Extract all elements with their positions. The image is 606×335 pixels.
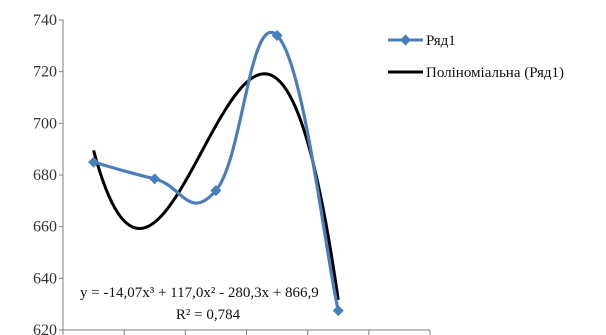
data-point-5 <box>332 305 344 317</box>
legend-label-series: Ряд1 <box>426 33 456 49</box>
y-tick-label: 740 <box>33 12 57 29</box>
data-point-2 <box>149 173 161 185</box>
series-markers <box>88 30 344 317</box>
trend-equation: y = -14,07x³ + 117,0x² - 280,3x + 866,9 <box>80 285 319 301</box>
axes <box>59 19 431 335</box>
y-tick-label: 660 <box>33 219 57 236</box>
legend-series-marker <box>400 34 411 46</box>
y-tick-label: 700 <box>33 115 57 132</box>
data-point-1 <box>88 156 100 168</box>
trend-line <box>92 72 340 301</box>
legend-item-series: Ряд1 <box>388 33 456 49</box>
legend-item-trend: Поліноміальна (Ряд1) <box>388 65 564 81</box>
r-squared: R² = 0,784 <box>176 307 241 323</box>
y-tick-label: 680 <box>33 167 57 184</box>
data-point-4 <box>271 30 283 41</box>
series-line-ряд1 <box>93 30 340 311</box>
y-tick-label: 620 <box>33 322 57 335</box>
y-tick-labels: 620 640 660 680 700 720 740 <box>33 12 57 335</box>
legend-label-trend: Поліноміальна (Ряд1) <box>426 65 564 81</box>
y-tick-label: 640 <box>33 270 57 287</box>
data-point-3 <box>210 185 222 196</box>
y-tick-label: 720 <box>33 64 57 81</box>
legend: Ряд1 Поліноміальна (Ряд1) <box>388 33 564 81</box>
